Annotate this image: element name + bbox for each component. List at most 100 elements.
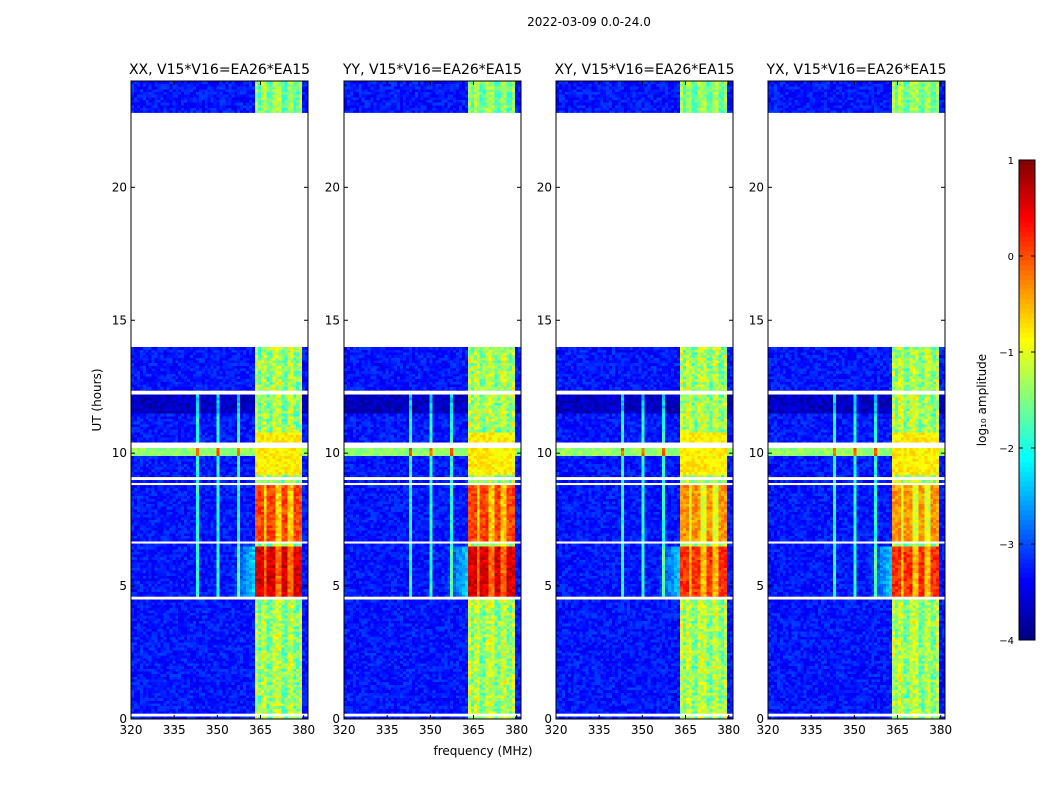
y-tick-label: 10 bbox=[112, 446, 127, 460]
y-tick-label: 5 bbox=[119, 579, 127, 593]
colorbar-segment bbox=[1019, 304, 1035, 309]
colorbar-segment bbox=[1019, 270, 1035, 275]
x-axis-label: frequency (MHz) bbox=[433, 744, 532, 758]
colorbar-segment bbox=[1019, 242, 1035, 247]
colorbar-segment bbox=[1019, 434, 1035, 439]
colorbar-segment bbox=[1019, 314, 1035, 319]
y-tick-label: 15 bbox=[749, 313, 764, 327]
data-gap bbox=[131, 477, 308, 480]
colorbar-segment bbox=[1019, 232, 1035, 237]
colorbar-segment bbox=[1019, 525, 1035, 530]
data-gap bbox=[131, 484, 308, 485]
colorbar-tick-label: −2 bbox=[999, 444, 1014, 455]
colorbar-segment bbox=[1019, 381, 1035, 386]
y-tick-label: 10 bbox=[749, 446, 764, 460]
data-gap bbox=[556, 597, 733, 598]
y-tick-label: 5 bbox=[544, 579, 552, 593]
x-tick-label: 380 bbox=[929, 723, 952, 737]
data-gap bbox=[556, 542, 733, 543]
colorbar-segment bbox=[1019, 208, 1035, 213]
y-axis-label: UT (hours) bbox=[90, 368, 104, 431]
colorbar-segment bbox=[1019, 438, 1035, 443]
colorbar-segment bbox=[1019, 405, 1035, 410]
colorbar-segment bbox=[1019, 467, 1035, 472]
figure-title: 2022-03-09 0.0-24.0 bbox=[527, 15, 651, 29]
x-tick-label: 380 bbox=[505, 723, 528, 737]
data-gap bbox=[344, 484, 521, 485]
y-tick-label: 5 bbox=[756, 579, 764, 593]
x-tick-label: 365 bbox=[462, 723, 485, 737]
data-gap bbox=[768, 597, 945, 598]
colorbar-segment bbox=[1019, 592, 1035, 597]
x-tick-label: 335 bbox=[376, 723, 399, 737]
y-tick-label: 0 bbox=[544, 712, 552, 726]
colorbar-segment bbox=[1019, 309, 1035, 314]
x-tick-label: 335 bbox=[588, 723, 611, 737]
y-tick-label: 15 bbox=[112, 313, 127, 327]
x-tick-label: 350 bbox=[631, 723, 654, 737]
x-tick-label: 365 bbox=[249, 723, 272, 737]
y-tick-label: 20 bbox=[749, 180, 764, 194]
y-tick-label: 10 bbox=[325, 446, 340, 460]
data-gap bbox=[131, 597, 308, 598]
colorbar-segment bbox=[1019, 554, 1035, 559]
colorbar-segment bbox=[1019, 184, 1035, 189]
colorbar-segment bbox=[1019, 357, 1035, 362]
data-gap bbox=[556, 391, 733, 394]
colorbar-tick-label: −4 bbox=[999, 636, 1014, 647]
colorbar-segment bbox=[1019, 578, 1035, 583]
colorbar-segment bbox=[1019, 198, 1035, 203]
colorbar-segment bbox=[1019, 237, 1035, 242]
data-gap bbox=[768, 477, 945, 480]
colorbar-segment bbox=[1019, 256, 1035, 261]
colorbar-segment bbox=[1019, 530, 1035, 535]
colorbar-segment bbox=[1019, 563, 1035, 568]
colorbar-segment bbox=[1019, 414, 1035, 419]
colorbar-segment bbox=[1019, 376, 1035, 381]
colorbar-segment bbox=[1019, 419, 1035, 424]
data-gap bbox=[556, 484, 733, 485]
data-gap bbox=[768, 484, 945, 485]
colorbar-segment bbox=[1019, 266, 1035, 271]
y-tick-label: 0 bbox=[332, 712, 340, 726]
colorbar-segment bbox=[1019, 506, 1035, 511]
panel-title: YY, V15*V16=EA26*EA15 bbox=[342, 62, 522, 78]
colorbar-segment bbox=[1019, 616, 1035, 621]
colorbar-segment bbox=[1019, 482, 1035, 487]
colorbar-segment bbox=[1019, 285, 1035, 290]
colorbar-segment bbox=[1019, 602, 1035, 607]
y-tick-label: 20 bbox=[112, 180, 127, 194]
panel-title: XY, V15*V16=EA26*EA15 bbox=[554, 62, 734, 78]
x-tick-label: 335 bbox=[163, 723, 186, 737]
colorbar-segment bbox=[1019, 170, 1035, 175]
x-tick-label: 335 bbox=[800, 723, 823, 737]
colorbar-segment bbox=[1019, 515, 1035, 520]
y-tick-label: 15 bbox=[325, 313, 340, 327]
x-tick-label: 350 bbox=[419, 723, 442, 737]
y-tick-label: 0 bbox=[756, 712, 764, 726]
x-tick-label: 365 bbox=[886, 723, 909, 737]
y-tick-label: 0 bbox=[119, 712, 127, 726]
colorbar-segment bbox=[1019, 290, 1035, 295]
colorbar-segment bbox=[1019, 573, 1035, 578]
data-gap bbox=[344, 113, 521, 347]
x-tick-label: 365 bbox=[674, 723, 697, 737]
colorbar-segment bbox=[1019, 179, 1035, 184]
colorbar-segment bbox=[1019, 371, 1035, 376]
data-gap bbox=[556, 714, 733, 717]
colorbar-segment bbox=[1019, 606, 1035, 611]
colorbar-tick-label: 1 bbox=[1008, 156, 1014, 167]
colorbar-segment bbox=[1019, 626, 1035, 631]
colorbar-segment bbox=[1019, 342, 1035, 347]
data-gap bbox=[344, 542, 521, 543]
data-gap bbox=[344, 714, 521, 717]
colorbar-tick-label: −1 bbox=[999, 348, 1014, 359]
colorbar-segment bbox=[1019, 189, 1035, 194]
colorbar-segment bbox=[1019, 362, 1035, 367]
colorbar-segment bbox=[1019, 261, 1035, 266]
colorbar-segment bbox=[1019, 453, 1035, 458]
